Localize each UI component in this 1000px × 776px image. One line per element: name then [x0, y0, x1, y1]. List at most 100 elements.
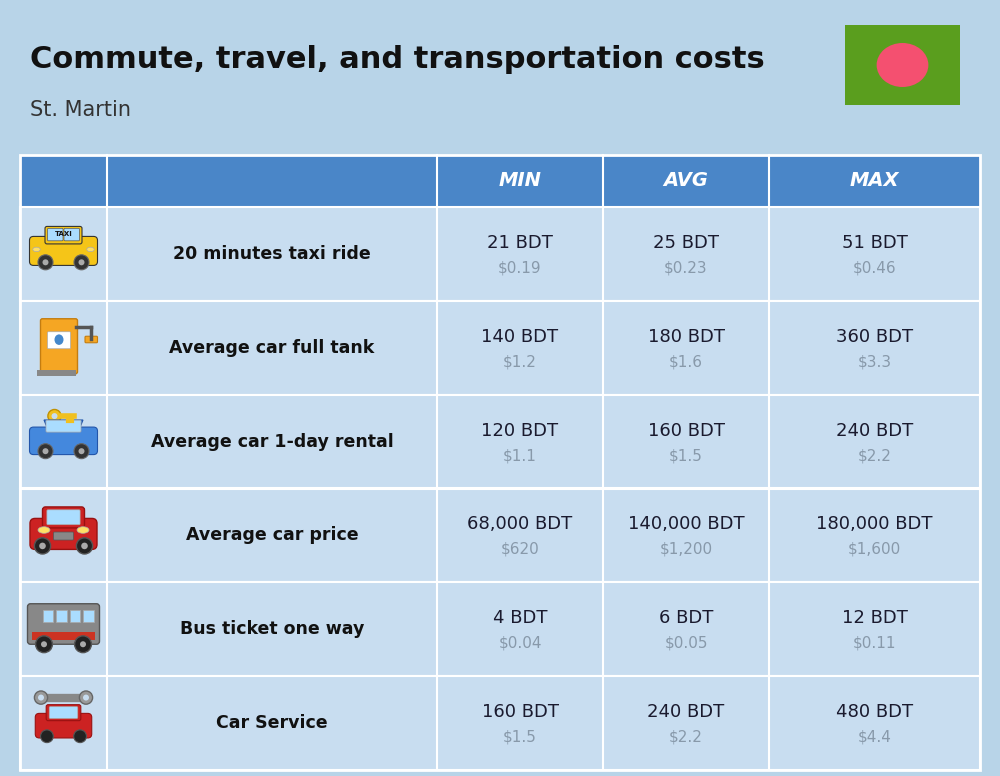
Circle shape [38, 444, 53, 459]
Text: Average car full tank: Average car full tank [169, 339, 375, 357]
FancyBboxPatch shape [48, 228, 63, 241]
FancyBboxPatch shape [20, 489, 980, 582]
FancyBboxPatch shape [46, 705, 81, 721]
FancyBboxPatch shape [48, 332, 70, 348]
Text: $0.23: $0.23 [664, 261, 708, 275]
Circle shape [78, 259, 84, 265]
Bar [83, 610, 94, 622]
FancyBboxPatch shape [49, 707, 78, 719]
Text: $1.2: $1.2 [503, 355, 537, 369]
Text: MAX: MAX [850, 171, 899, 190]
Text: Average car price: Average car price [186, 526, 358, 545]
Text: 140 BDT: 140 BDT [481, 327, 559, 346]
Text: $2.2: $2.2 [669, 729, 703, 745]
Circle shape [38, 695, 44, 701]
FancyBboxPatch shape [64, 228, 80, 241]
Ellipse shape [87, 248, 94, 251]
FancyBboxPatch shape [20, 207, 980, 301]
FancyBboxPatch shape [20, 676, 980, 770]
Text: $0.46: $0.46 [853, 261, 896, 275]
Circle shape [42, 259, 48, 265]
FancyBboxPatch shape [47, 510, 80, 525]
Text: Average car 1-day rental: Average car 1-day rental [151, 432, 393, 451]
Circle shape [83, 695, 89, 701]
Text: $1.5: $1.5 [503, 729, 537, 745]
Text: 160 BDT: 160 BDT [482, 703, 558, 721]
Circle shape [34, 691, 48, 704]
Circle shape [34, 538, 51, 554]
Circle shape [52, 413, 58, 419]
Text: 180,000 BDT: 180,000 BDT [816, 515, 933, 533]
Ellipse shape [33, 248, 40, 251]
Circle shape [79, 691, 93, 704]
Text: 21 BDT: 21 BDT [487, 234, 553, 252]
FancyBboxPatch shape [40, 319, 78, 374]
Bar [56, 610, 66, 622]
FancyBboxPatch shape [35, 713, 92, 738]
Text: 68,000 BDT: 68,000 BDT [467, 515, 573, 533]
Circle shape [75, 636, 91, 653]
Text: $1,200: $1,200 [659, 542, 713, 557]
Ellipse shape [38, 527, 50, 533]
FancyBboxPatch shape [30, 427, 98, 455]
Text: 12 BDT: 12 BDT [842, 609, 907, 627]
FancyBboxPatch shape [28, 604, 100, 644]
FancyBboxPatch shape [30, 518, 97, 549]
Text: TAXI: TAXI [55, 231, 72, 237]
FancyBboxPatch shape [46, 420, 81, 432]
Text: 240 BDT: 240 BDT [647, 703, 725, 721]
Circle shape [74, 444, 89, 459]
Ellipse shape [54, 334, 64, 345]
Text: $1,600: $1,600 [848, 542, 901, 557]
Text: 180 BDT: 180 BDT [648, 327, 724, 346]
Bar [70, 610, 80, 622]
Circle shape [80, 641, 86, 647]
Text: $0.19: $0.19 [498, 261, 542, 275]
Circle shape [41, 730, 53, 743]
Circle shape [78, 449, 84, 454]
Text: $620: $620 [501, 542, 539, 557]
Text: 6 BDT: 6 BDT [659, 609, 713, 627]
Text: $3.3: $3.3 [857, 355, 892, 369]
Text: Bus ticket one way: Bus ticket one way [180, 620, 364, 638]
FancyBboxPatch shape [20, 582, 980, 676]
Text: 140,000 BDT: 140,000 BDT [628, 515, 744, 533]
Bar [32, 632, 95, 639]
Ellipse shape [77, 527, 89, 533]
Text: 480 BDT: 480 BDT [836, 703, 913, 721]
Text: AVG: AVG [664, 171, 708, 190]
Text: 160 BDT: 160 BDT [648, 421, 724, 439]
Text: $0.05: $0.05 [664, 636, 708, 651]
Text: 360 BDT: 360 BDT [836, 327, 913, 346]
FancyBboxPatch shape [54, 532, 74, 540]
Text: $2.2: $2.2 [858, 448, 891, 463]
Text: 20 minutes taxi ride: 20 minutes taxi ride [173, 245, 371, 263]
Ellipse shape [877, 43, 928, 87]
Circle shape [48, 410, 61, 423]
Bar [42, 610, 53, 622]
FancyBboxPatch shape [45, 227, 82, 244]
Text: 51 BDT: 51 BDT [842, 234, 907, 252]
Text: St. Martin: St. Martin [30, 100, 131, 120]
Circle shape [81, 542, 88, 549]
FancyBboxPatch shape [30, 237, 98, 265]
Bar [36, 370, 76, 376]
Circle shape [41, 641, 47, 647]
Circle shape [39, 542, 46, 549]
Text: $4.4: $4.4 [858, 729, 891, 745]
Text: $1.1: $1.1 [503, 448, 537, 463]
Circle shape [74, 730, 86, 743]
Text: $1.5: $1.5 [669, 448, 703, 463]
Text: 240 BDT: 240 BDT [836, 421, 913, 439]
Text: Car Service: Car Service [216, 714, 328, 732]
FancyBboxPatch shape [845, 25, 960, 105]
Text: MIN: MIN [498, 171, 542, 190]
Circle shape [74, 255, 89, 270]
Text: 25 BDT: 25 BDT [653, 234, 719, 252]
FancyBboxPatch shape [20, 155, 980, 207]
Circle shape [76, 538, 93, 554]
FancyBboxPatch shape [85, 336, 98, 343]
Text: 4 BDT: 4 BDT [493, 609, 547, 627]
Text: 120 BDT: 120 BDT [481, 421, 559, 439]
FancyBboxPatch shape [42, 507, 84, 528]
